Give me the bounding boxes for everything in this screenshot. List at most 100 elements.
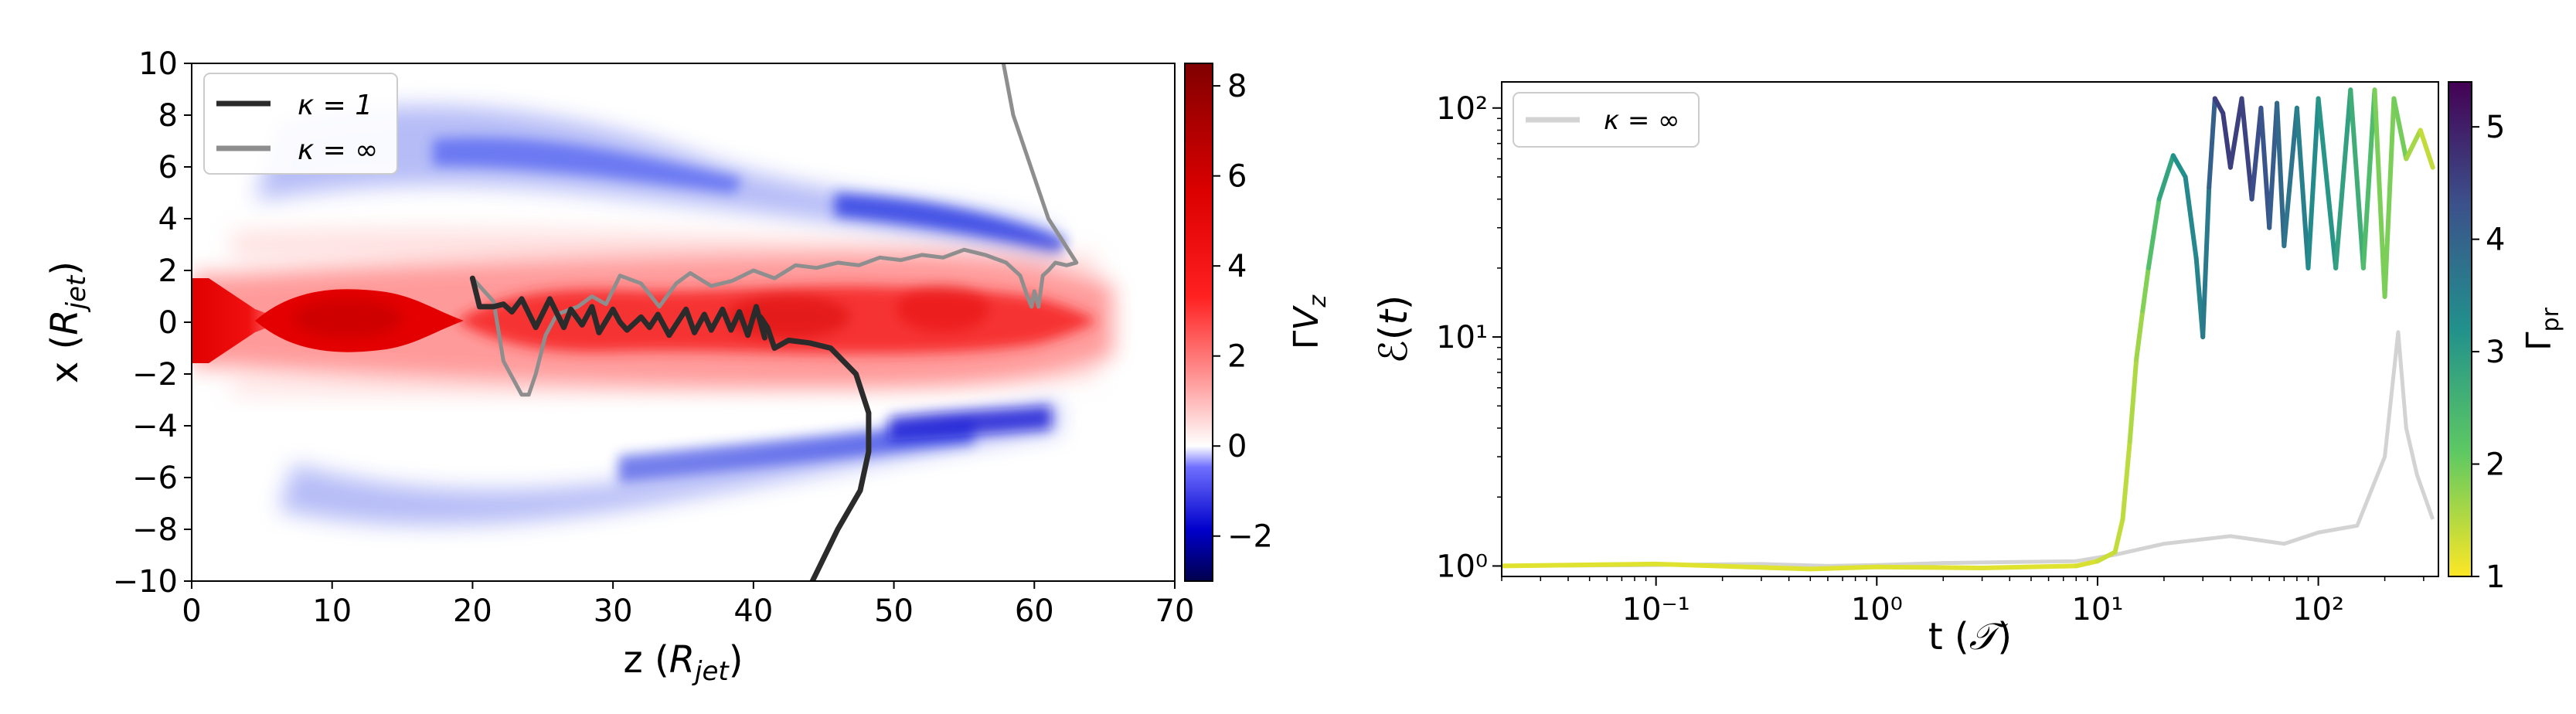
x-tick-label: 50 [874,593,914,629]
x-tick-label: 10⁰ [1851,592,1903,627]
left-colorbar-ticks: 8 6 4 2 0 −2 [1213,69,1273,555]
y-tick-label: 6 [158,150,178,185]
colorbar-tick-label: 5 [2486,110,2505,145]
colored-series-segment [2316,96,2339,270]
right-plot-frame [1501,81,2439,577]
y-tick-label: 10¹ [1436,320,1488,355]
colored-series-segment [2249,105,2264,202]
trajectory-kappa-inf [470,63,1079,397]
y-tick-label: −2 [132,357,178,393]
right-colorbar [2448,81,2472,577]
colored-series-segment [2227,96,2244,170]
colored-series-segment [2207,96,2217,190]
colored-series-segment [2094,549,2118,564]
right-x-axis-label: t (𝒯) [1928,615,2012,658]
x-tick-label: 10² [2292,592,2344,627]
colored-series-segment [2134,308,2146,362]
right-legend-box [1513,92,1700,148]
left-colorbar-label: ΓVz [1287,294,1332,350]
colorbar-tick-label: 4 [1227,249,1247,284]
y-tick-label: 2 [158,253,178,289]
x-tick-label: 30 [594,593,633,629]
legend-label-kappa-inf-right: κ = ∞ [1604,105,1679,136]
colored-series-segment [2275,100,2287,249]
colored-series-segment [2372,87,2387,299]
x-tick-label: 70 [1155,593,1195,629]
colored-series-segment [2074,559,2100,569]
y-tick-label: −4 [132,409,178,444]
colorbar-tick-label: 8 [1227,69,1247,104]
x-tick-label: 20 [453,593,492,629]
y-tick-label: 10² [1436,91,1488,127]
colored-series-segment [1808,564,1880,572]
colored-series-segment [2418,128,2435,170]
left-legend: κ = 1 κ = ∞ [203,73,398,175]
right-y-axis-label: ℰ(t) [1371,295,1416,364]
y-tick-label: −10 [113,564,178,600]
colored-series-segment [1979,563,2079,570]
colorbar-tick-label: 2 [2486,447,2505,483]
colored-series-segment [2239,96,2254,202]
x-tick-label: 0 [182,593,201,629]
trajectory-layer [469,63,1079,581]
right-colorbar-ticks: 5 4 3 2 1 [2472,110,2505,595]
x-tick-label: 10 [312,593,352,629]
colorbar-tick-label: −2 [1227,519,1273,555]
colored-series-segment [2112,517,2125,555]
colored-series-segment [2258,105,2272,230]
colorbar-tick-label: 2 [1227,339,1247,375]
colored-series-segment [2170,153,2188,179]
right-axes: 10⁻¹ 10⁰ 10¹ 10² 10² 10¹ 10⁰ [1436,91,2425,627]
y-tick-label: −6 [132,461,178,496]
left-colorbar [1184,63,1213,582]
colored-series-segment [2360,87,2377,270]
colored-series-segment [2146,196,2162,270]
series-kappa-inf-line [1502,330,2435,568]
colorbar-tick-label: 6 [1227,159,1247,195]
colored-series-segment [2333,87,2353,270]
colored-series-segment [2220,110,2233,170]
colored-series-segment [1502,561,1659,569]
colorbar-tick-label: 1 [2486,559,2505,595]
colored-series-segment [2282,105,2299,249]
y-tick-label: 10⁰ [1436,549,1488,584]
colored-series-segment [2156,153,2176,202]
colored-series-segment [2391,96,2409,162]
colored-series-segment [2140,265,2151,314]
x-tick-label: 40 [733,593,773,629]
x-tick-label: 60 [1015,593,1054,629]
colored-series-segment [2294,105,2311,270]
colorbar-tick-label: 0 [1227,429,1247,464]
right-legend: κ = ∞ [1513,92,1700,148]
y-tick-label: 10 [138,46,178,82]
colored-series-segment [2120,439,2132,522]
colored-series-segment [2305,96,2321,270]
colored-series-segment [1874,564,1985,570]
colorbar-tick-label: 3 [2486,335,2505,370]
left-y-axis-label: x (Rjet) [43,261,92,383]
left-x-axis-label: z (Rjet) [624,638,744,687]
colored-series-segment [2127,356,2139,444]
colored-series-segment [2404,128,2423,162]
colored-series-segment [2348,87,2366,270]
colored-series-segment [1653,561,1813,572]
trajectory-kappa-1 [469,275,872,581]
y-tick-label: 8 [158,98,178,134]
colored-series-segment [2183,175,2199,261]
y-tick-label: 0 [158,305,178,341]
right-colorbar-label: Γpr [2520,307,2564,351]
x-tick-label: 10⁻¹ [1622,592,1690,627]
right-plot-area [1502,82,2438,576]
legend-label-kappa-1: κ = 1 [298,90,373,121]
legend-label-kappa-inf: κ = ∞ [298,134,378,166]
colored-series-segment [2212,96,2226,116]
y-tick-label: 4 [158,202,178,237]
colorbar-tick-label: 4 [2486,223,2505,258]
x-tick-label: 10¹ [2071,592,2123,627]
y-tick-label: −8 [132,512,178,548]
colored-series-segment [2382,96,2397,299]
line-layer [1502,87,2435,572]
